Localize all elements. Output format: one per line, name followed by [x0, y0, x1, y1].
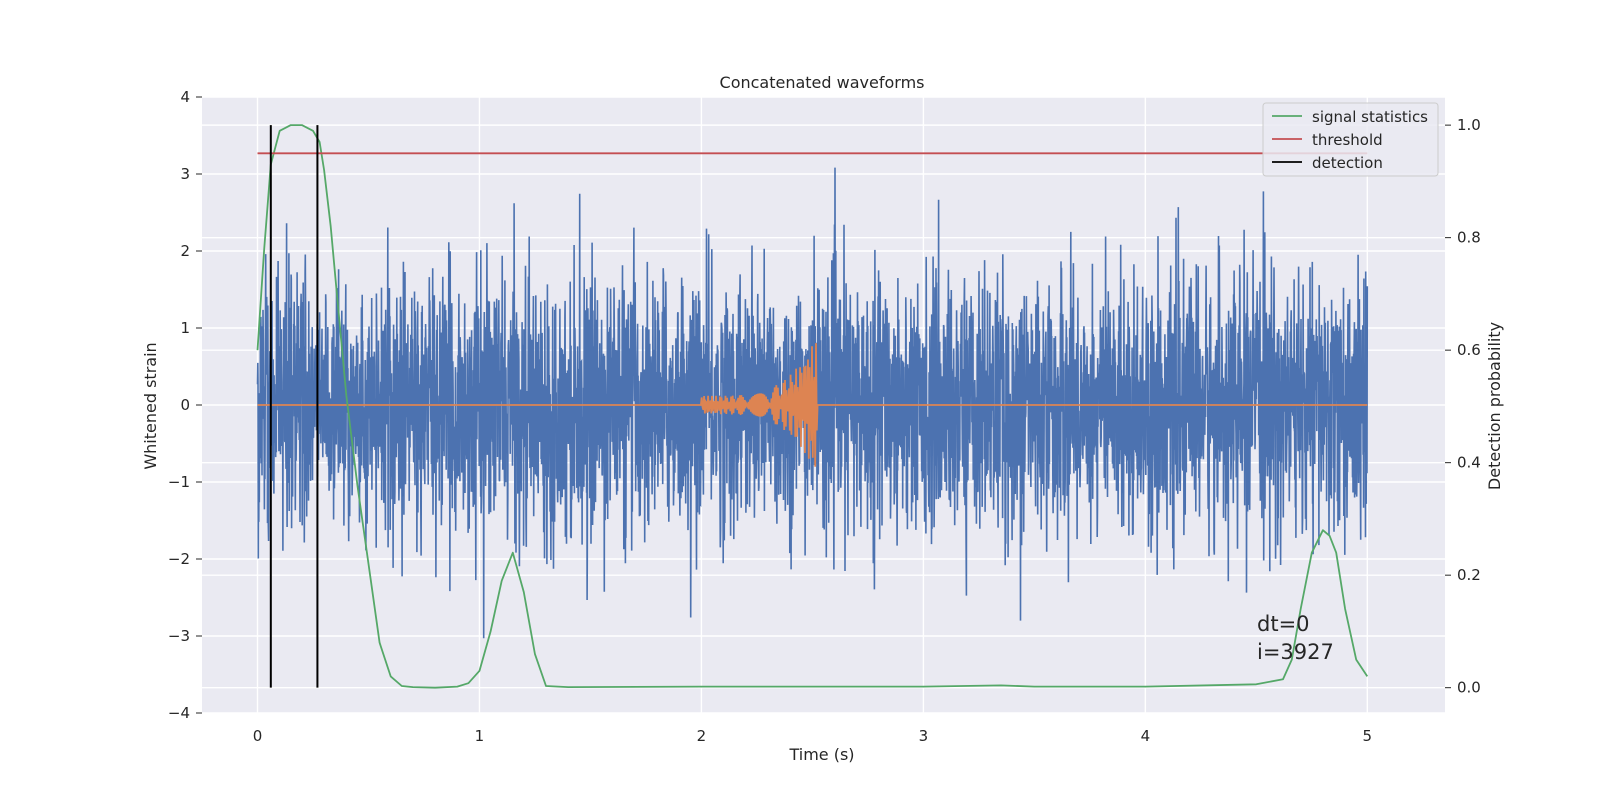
y-tick-label: 3: [180, 165, 190, 183]
y2-tick-label: 0.8: [1457, 229, 1481, 247]
y2-tick-label: 0.6: [1457, 341, 1481, 359]
x-tick-label: 1: [475, 727, 485, 745]
y-tick-label: 0: [180, 396, 190, 414]
legend-frame: [1262, 102, 1439, 177]
x-tick-label: 2: [697, 727, 707, 745]
y-tick-label: −3: [168, 627, 190, 645]
series-signal-statistics-line: [256, 124, 1369, 689]
y2-tick-label: 0.2: [1457, 566, 1481, 584]
y-tick-label: 4: [180, 88, 190, 106]
y-tick-label: −2: [168, 550, 190, 568]
y2-tick-label: 1.0: [1457, 116, 1481, 134]
x-axis-label: Time (s): [788, 745, 854, 764]
chart-title: Concatenated waveforms: [720, 73, 925, 92]
y2-tick-label: 0.4: [1457, 454, 1481, 472]
annotation-index: i=3927: [1257, 640, 1334, 664]
x-axis-ticks: 0 1 2 3 4 5: [253, 727, 1372, 745]
y-axis-ticks: 4 3 2 1 0 −1 −2 −3 −4: [168, 88, 202, 722]
y-axis-label: Whitened strain: [141, 342, 160, 469]
y-tick-label: 2: [180, 242, 190, 260]
y2-tick-label: 0.0: [1457, 679, 1481, 697]
y2-axis-label: Detection probability: [1485, 322, 1504, 490]
x-tick-label: 5: [1363, 727, 1373, 745]
x-tick-label: 3: [919, 727, 929, 745]
annotation-dt: dt=0: [1257, 612, 1310, 636]
legend-label-signal-statistics: signal statistics: [1312, 108, 1428, 126]
legend: signal statistics threshold detection: [1262, 102, 1439, 177]
series-layer: [256, 124, 1369, 689]
y-tick-label: 1: [180, 319, 190, 337]
series-injected-waveform-line: [257, 343, 1368, 467]
y-tick-label: −1: [168, 473, 190, 491]
x-tick-label: 0: [253, 727, 263, 745]
legend-label-threshold: threshold: [1312, 131, 1383, 149]
legend-label-detection: detection: [1312, 154, 1383, 172]
y2-axis-ticks: 1.0 0.8 0.6 0.4 0.2 0.0: [1445, 116, 1481, 697]
x-tick-label: 4: [1141, 727, 1151, 745]
y-tick-label: −4: [168, 704, 190, 722]
